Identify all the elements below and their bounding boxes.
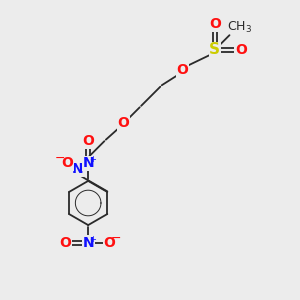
Text: O: O bbox=[82, 134, 94, 148]
Text: −: − bbox=[111, 232, 122, 245]
Text: N: N bbox=[72, 162, 84, 176]
Text: N: N bbox=[82, 156, 94, 170]
Text: O: O bbox=[61, 156, 73, 170]
Text: O: O bbox=[209, 17, 221, 31]
Text: N: N bbox=[82, 236, 94, 250]
Text: S: S bbox=[209, 42, 220, 57]
Text: O: O bbox=[235, 43, 247, 57]
Text: CH$_3$: CH$_3$ bbox=[227, 20, 252, 35]
Text: +: + bbox=[89, 155, 96, 164]
Text: −: − bbox=[55, 152, 65, 165]
Text: O: O bbox=[118, 116, 129, 130]
Text: O: O bbox=[59, 236, 71, 250]
Text: H: H bbox=[63, 155, 72, 168]
Text: +: + bbox=[89, 235, 96, 244]
Text: O: O bbox=[103, 236, 115, 250]
Text: O: O bbox=[176, 64, 188, 77]
